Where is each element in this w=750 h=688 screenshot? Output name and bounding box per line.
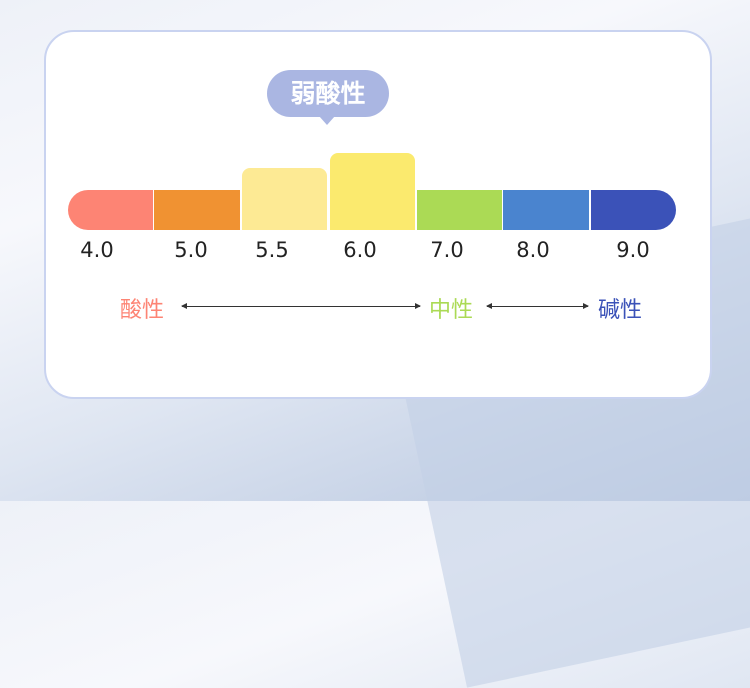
ph-segment xyxy=(154,190,240,230)
ph-value-label: 9.0 xyxy=(616,238,650,262)
ph-segment xyxy=(68,190,153,230)
ph-segment xyxy=(591,190,676,230)
ph-segment xyxy=(417,190,502,230)
ph-value-label: 5.0 xyxy=(174,238,208,262)
ph-value-label: 5.5 xyxy=(255,238,289,262)
double-arrow-acid-neutral xyxy=(181,303,421,309)
ph-value-label: 6.0 xyxy=(343,238,377,262)
weak-acid-bubble: 弱酸性 xyxy=(267,70,389,117)
ph-value-label: 4.0 xyxy=(80,238,114,262)
ph-value-label: 8.0 xyxy=(516,238,550,262)
bubble-pointer xyxy=(319,116,335,125)
ph-segment xyxy=(330,153,415,230)
ph-value-label: 7.0 xyxy=(430,238,464,262)
alkaline-label: 碱性 xyxy=(598,298,643,323)
ph-segment xyxy=(503,190,589,230)
acidic-label: 酸性 xyxy=(120,298,165,323)
double-arrow-neutral-alkaline xyxy=(486,303,589,309)
ph-segment xyxy=(242,168,327,230)
neutral-label: 中性 xyxy=(429,298,474,323)
